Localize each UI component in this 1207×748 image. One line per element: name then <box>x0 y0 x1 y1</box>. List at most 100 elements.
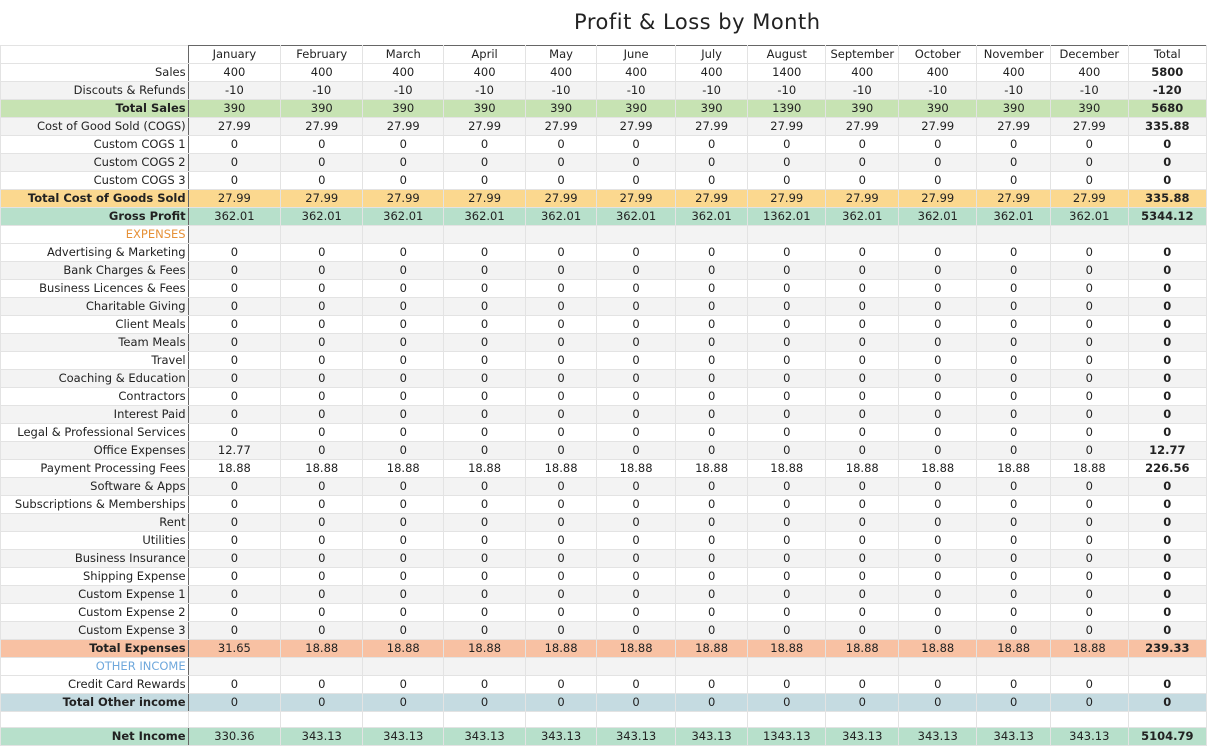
empty-cell[interactable] <box>675 657 749 676</box>
empty-cell[interactable] <box>596 225 677 244</box>
value-cell[interactable]: 390 <box>280 99 364 118</box>
value-cell[interactable]: 0 <box>825 585 900 604</box>
total-cell[interactable]: 0 <box>1127 405 1207 424</box>
empty-cell[interactable] <box>747 225 827 244</box>
value-cell[interactable]: 0 <box>976 603 1052 622</box>
value-cell[interactable]: 0 <box>898 603 978 622</box>
value-cell[interactable]: 0 <box>898 477 978 496</box>
row-label[interactable]: Subscriptions & Memberships <box>0 495 189 514</box>
empty-cell[interactable] <box>0 711 189 728</box>
value-cell[interactable]: 18.88 <box>280 459 364 478</box>
value-cell[interactable]: 0 <box>898 495 978 514</box>
value-cell[interactable]: -10 <box>898 81 978 100</box>
value-cell[interactable]: 0 <box>362 513 445 532</box>
value-cell[interactable]: 0 <box>362 279 445 298</box>
value-cell[interactable]: 0 <box>187 621 282 640</box>
empty-cell[interactable] <box>443 657 526 676</box>
value-cell[interactable]: 390 <box>362 99 445 118</box>
value-cell[interactable]: -10 <box>675 81 749 100</box>
value-cell[interactable]: 0 <box>1050 387 1129 406</box>
value-cell[interactable]: 0 <box>362 243 445 262</box>
value-cell[interactable]: 0 <box>524 279 598 298</box>
value-cell[interactable]: 0 <box>747 135 827 154</box>
value-cell[interactable]: 0 <box>898 585 978 604</box>
row-label[interactable]: Client Meals <box>0 315 189 334</box>
empty-cell[interactable] <box>675 711 749 728</box>
value-cell[interactable]: 27.99 <box>280 189 364 208</box>
value-cell[interactable]: 0 <box>898 441 978 460</box>
value-cell[interactable]: 0 <box>362 135 445 154</box>
value-cell[interactable]: 18.88 <box>825 639 900 658</box>
value-cell[interactable]: 18.88 <box>898 459 978 478</box>
value-cell[interactable]: 0 <box>280 333 364 352</box>
value-cell[interactable]: 0 <box>524 153 598 172</box>
total-cell[interactable]: 0 <box>1127 315 1207 334</box>
value-cell[interactable]: 0 <box>747 675 827 694</box>
value-cell[interactable]: 0 <box>443 135 526 154</box>
value-cell[interactable]: 390 <box>675 99 749 118</box>
value-cell[interactable]: 0 <box>1050 549 1129 568</box>
month-header-april[interactable]: April <box>443 45 526 64</box>
empty-cell[interactable] <box>898 711 978 728</box>
value-cell[interactable]: 400 <box>187 63 282 82</box>
value-cell[interactable]: 0 <box>898 423 978 442</box>
value-cell[interactable]: 343.13 <box>524 727 598 746</box>
value-cell[interactable]: -10 <box>524 81 598 100</box>
value-cell[interactable]: 18.88 <box>675 639 749 658</box>
value-cell[interactable]: 0 <box>443 513 526 532</box>
value-cell[interactable]: 0 <box>187 567 282 586</box>
value-cell[interactable]: 0 <box>443 279 526 298</box>
value-cell[interactable]: 0 <box>825 693 900 712</box>
value-cell[interactable]: 0 <box>1050 243 1129 262</box>
value-cell[interactable]: 0 <box>1050 135 1129 154</box>
value-cell[interactable]: 0 <box>596 531 677 550</box>
value-cell[interactable]: 27.99 <box>825 117 900 136</box>
value-cell[interactable]: 18.88 <box>596 639 677 658</box>
value-cell[interactable]: 362.01 <box>825 207 900 226</box>
month-header-october[interactable]: October <box>898 45 978 64</box>
value-cell[interactable]: 0 <box>362 369 445 388</box>
value-cell[interactable]: 0 <box>187 171 282 190</box>
empty-cell[interactable] <box>1050 711 1129 728</box>
value-cell[interactable]: 0 <box>362 171 445 190</box>
value-cell[interactable]: 0 <box>675 693 749 712</box>
value-cell[interactable]: 0 <box>976 549 1052 568</box>
value-cell[interactable]: 27.99 <box>524 117 598 136</box>
value-cell[interactable]: 0 <box>976 621 1052 640</box>
value-cell[interactable]: 0 <box>675 279 749 298</box>
value-cell[interactable]: 0 <box>596 675 677 694</box>
row-label[interactable]: Business Insurance <box>0 549 189 568</box>
value-cell[interactable]: 0 <box>524 261 598 280</box>
value-cell[interactable]: 0 <box>524 405 598 424</box>
value-cell[interactable]: 0 <box>596 297 677 316</box>
value-cell[interactable]: 0 <box>976 675 1052 694</box>
empty-cell[interactable] <box>976 711 1052 728</box>
value-cell[interactable]: 27.99 <box>1050 189 1129 208</box>
total-cell[interactable]: 0 <box>1127 585 1207 604</box>
value-cell[interactable]: 0 <box>596 621 677 640</box>
value-cell[interactable]: 0 <box>976 477 1052 496</box>
value-cell[interactable]: -10 <box>362 81 445 100</box>
value-cell[interactable]: 0 <box>596 441 677 460</box>
value-cell[interactable]: 0 <box>362 315 445 334</box>
empty-cell[interactable] <box>187 711 282 728</box>
total-cell[interactable]: 0 <box>1127 621 1207 640</box>
value-cell[interactable]: 400 <box>443 63 526 82</box>
month-header-november[interactable]: November <box>976 45 1052 64</box>
value-cell[interactable]: 400 <box>976 63 1052 82</box>
value-cell[interactable]: 0 <box>362 153 445 172</box>
value-cell[interactable]: 0 <box>1050 297 1129 316</box>
value-cell[interactable]: 0 <box>825 549 900 568</box>
value-cell[interactable]: 343.13 <box>596 727 677 746</box>
total-cell[interactable]: 0 <box>1127 603 1207 622</box>
value-cell[interactable]: 400 <box>280 63 364 82</box>
row-label[interactable]: Business Licences & Fees <box>0 279 189 298</box>
value-cell[interactable]: 0 <box>675 153 749 172</box>
empty-cell[interactable] <box>898 225 978 244</box>
value-cell[interactable]: 27.99 <box>596 117 677 136</box>
empty-cell[interactable] <box>280 225 364 244</box>
value-cell[interactable]: 0 <box>825 261 900 280</box>
value-cell[interactable]: 18.88 <box>280 639 364 658</box>
value-cell[interactable]: 0 <box>825 495 900 514</box>
value-cell[interactable]: 0 <box>1050 693 1129 712</box>
